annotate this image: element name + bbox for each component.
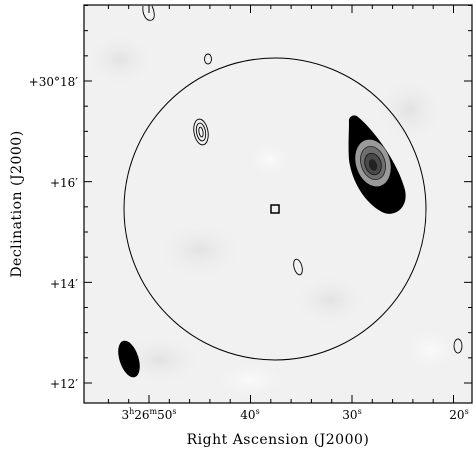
field-circle [123, 57, 427, 361]
y-tick-label: +14′ [50, 277, 78, 291]
source-a-contours [193, 118, 209, 146]
y-tick-label: +30°18′ [29, 75, 79, 89]
x-tick-seconds: 50 [157, 408, 172, 422]
pointing-center-marker [270, 204, 280, 214]
bright-source-contours [348, 115, 406, 214]
x-tick-label: 30s [342, 407, 361, 422]
plot-frame [83, 4, 473, 404]
x-tick-label-first: 3h26m50s [121, 407, 176, 422]
y-tick-label: +12′ [50, 377, 78, 391]
x-tick-label: 40s [240, 407, 259, 422]
source-e-contour [453, 338, 463, 354]
y-tick-labels: +30°18′ +16′ +14′ +12′ [29, 75, 79, 391]
x-tick-labels: 3h26m50s 40s 30s 20s [121, 407, 468, 422]
source-d-contour [142, 5, 155, 21]
source-c-contour [204, 53, 212, 65]
beam-ellipse [118, 340, 140, 378]
x-tick-label: 20s [449, 407, 468, 422]
x-tick-minutes: 26 [134, 408, 149, 422]
image-background [84, 5, 472, 403]
y-tick-label: +16′ [50, 176, 78, 190]
y-axis-label: Declination (J2000) [9, 130, 25, 277]
x-tick-hours: 3 [121, 408, 129, 422]
tick-marks [84, 5, 472, 403]
x-axis-label: Right Ascension (J2000) [187, 432, 370, 448]
source-b-contour [293, 258, 303, 276]
